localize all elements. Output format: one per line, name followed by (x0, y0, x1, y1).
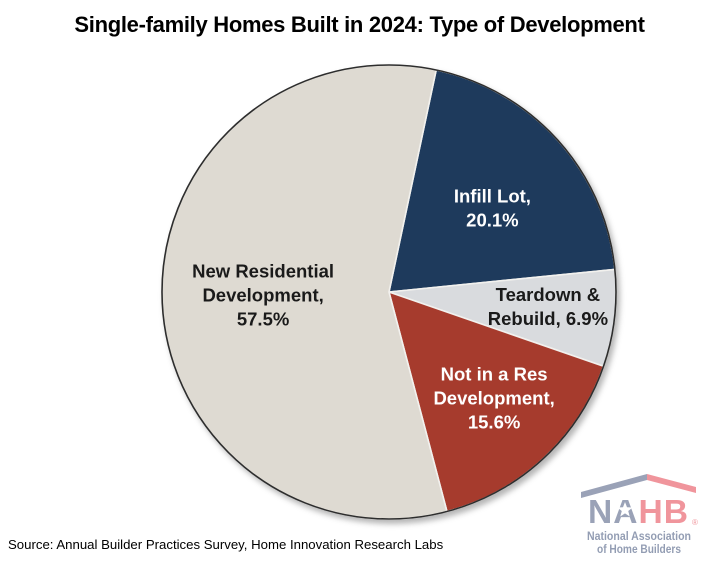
logo-tagline-line1: National Association (587, 531, 691, 543)
logo-acronym-hb: HB (639, 493, 690, 530)
pie-label-line: Development, (202, 285, 323, 306)
pie-label-line: 20.1% (466, 210, 518, 231)
pie-outline (161, 64, 617, 520)
logo-roof-right (647, 474, 696, 493)
pie-label-new-residential-development: New Residential Development, 57.5% (192, 261, 334, 330)
pie-label-line: Not in a Res (441, 364, 548, 385)
logo-tagline-line2: of Home Builders (597, 544, 681, 556)
logo-star-icon (617, 502, 633, 517)
pie-label-not-in-res-development: Not in a Res Development, 15.6% (433, 364, 554, 433)
pie-slices-group (161, 64, 617, 520)
logo-registered-mark: ® (692, 518, 698, 527)
pie-label-line: 57.5% (237, 309, 289, 330)
pie-label-teardown-rebuild: Teardown & Rebuild, 6.9% (488, 284, 608, 329)
logo-roof-left (581, 474, 647, 498)
chart-title: Single-family Homes Built in 2024: Type … (74, 12, 645, 37)
source-note: Source: Annual Builder Practices Survey,… (8, 537, 444, 552)
pie-label-line: Development, (433, 388, 554, 409)
pie-label-line: Infill Lot, (454, 186, 531, 207)
pie-label-line: 15.6% (468, 412, 520, 433)
pie-label-line: New Residential (192, 261, 334, 282)
pie-label-infill-lot: Infill Lot, 20.1% (454, 186, 531, 231)
nahb-logo: NAHB ® National Association of Home Buil… (581, 474, 698, 556)
logo-acronym-text: NAHB (588, 493, 689, 530)
pie-label-line: Teardown & (496, 284, 601, 305)
logo-acronym-na: NA (588, 493, 639, 530)
pie-label-line: Rebuild, 6.9% (488, 308, 608, 329)
